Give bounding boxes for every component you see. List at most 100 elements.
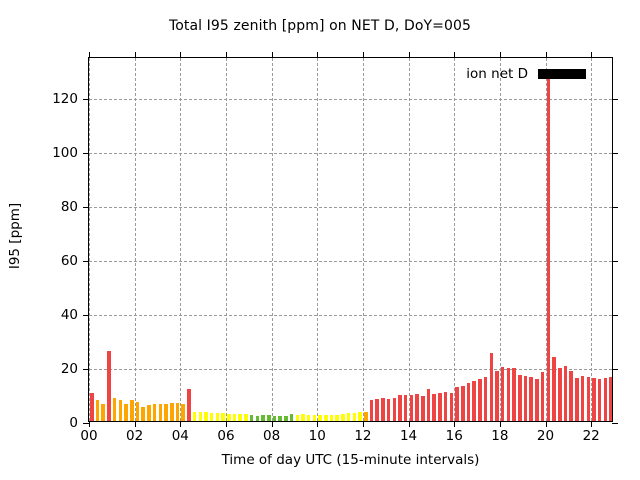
bar <box>358 412 362 421</box>
x-tick-top <box>271 52 273 58</box>
bars-layer <box>89 58 612 421</box>
x-tick-label: 16 <box>445 428 463 444</box>
gridline-horizontal <box>89 98 612 100</box>
bar <box>147 404 151 421</box>
bar <box>227 413 231 421</box>
gridline-vertical <box>362 58 364 421</box>
gridline-vertical <box>454 58 456 421</box>
bar <box>244 413 248 421</box>
bar <box>255 415 260 421</box>
y-tick-right <box>612 368 618 370</box>
x-tick-top <box>134 52 136 58</box>
bar <box>386 398 391 421</box>
x-tick <box>499 421 501 427</box>
gridline-vertical <box>89 58 90 421</box>
bar <box>461 385 465 421</box>
y-tick-right <box>612 423 618 424</box>
gridline-horizontal <box>89 260 612 262</box>
gridline-horizontal <box>89 368 612 370</box>
gridline-vertical <box>545 58 547 421</box>
y-tick-label: 60 <box>60 252 78 269</box>
x-tick <box>454 421 456 427</box>
x-tick <box>89 421 90 427</box>
x-axis-title: Time of day UTC (15-minute intervals) <box>221 452 480 468</box>
bar <box>301 414 305 421</box>
x-tick-top <box>454 52 456 58</box>
bar <box>118 400 123 421</box>
bar <box>130 399 134 421</box>
y-tick-right <box>612 260 618 262</box>
bar <box>209 412 214 421</box>
bar <box>192 412 197 421</box>
y-tick <box>83 206 89 208</box>
bar <box>152 404 157 421</box>
bar <box>375 398 379 421</box>
bar <box>90 393 94 421</box>
gridline-vertical <box>408 58 410 421</box>
bar <box>369 400 374 421</box>
gridline-vertical <box>180 58 182 421</box>
bar <box>295 414 300 421</box>
bar <box>306 414 311 421</box>
bar <box>518 374 522 421</box>
bar <box>381 398 385 421</box>
bar <box>187 389 191 421</box>
x-tick-label: 20 <box>536 428 555 444</box>
x-tick-label: 10 <box>308 428 326 444</box>
legend-swatch-ion-net-d <box>538 69 586 79</box>
bar <box>289 413 294 421</box>
bar <box>603 377 608 421</box>
y-tick-label: 100 <box>52 144 78 161</box>
bar <box>438 393 442 421</box>
bar <box>455 386 459 421</box>
bar <box>95 399 100 421</box>
bar <box>500 367 505 421</box>
y-tick <box>83 423 89 424</box>
bar <box>506 367 511 421</box>
gridline-vertical <box>225 58 227 421</box>
x-tick-top <box>180 52 182 58</box>
y-tick-right <box>612 152 618 154</box>
bar <box>158 403 163 421</box>
chart-title: Total I95 zenith [ppm] on NET D, DoY=005 <box>168 18 472 34</box>
bar <box>415 393 419 421</box>
legend: ion net D <box>466 66 586 82</box>
bar <box>175 403 180 421</box>
bar <box>346 413 351 421</box>
y-tick <box>83 98 89 100</box>
x-tick-label: 14 <box>399 428 418 444</box>
bar <box>249 415 254 421</box>
bar <box>232 413 237 421</box>
gridline-horizontal <box>89 152 612 154</box>
x-tick <box>408 421 410 427</box>
y-tick-right <box>612 206 618 208</box>
plot-inner <box>89 58 612 421</box>
y-tick <box>83 314 89 316</box>
bar <box>535 379 539 421</box>
x-tick <box>134 421 136 427</box>
bar <box>563 365 568 421</box>
x-tick-label: 02 <box>126 428 144 444</box>
bar <box>552 357 556 421</box>
y-tick-right <box>612 314 618 316</box>
x-tick-top <box>545 52 547 58</box>
bar <box>101 404 106 421</box>
bar <box>238 413 242 421</box>
bar <box>529 377 534 421</box>
x-tick <box>225 421 227 427</box>
bar <box>580 376 585 421</box>
x-tick-top <box>591 52 593 58</box>
bar <box>421 395 425 421</box>
bar <box>198 412 203 421</box>
bar <box>443 391 448 421</box>
y-tick-right <box>612 98 618 100</box>
gridline-horizontal <box>89 314 612 316</box>
x-tick <box>271 421 273 427</box>
bar <box>181 404 185 421</box>
x-tick <box>180 421 182 427</box>
y-tick <box>83 152 89 154</box>
x-tick-label: 08 <box>263 428 281 444</box>
bar <box>221 412 225 421</box>
y-tick-label: 0 <box>69 415 78 431</box>
x-tick-top <box>225 52 227 58</box>
